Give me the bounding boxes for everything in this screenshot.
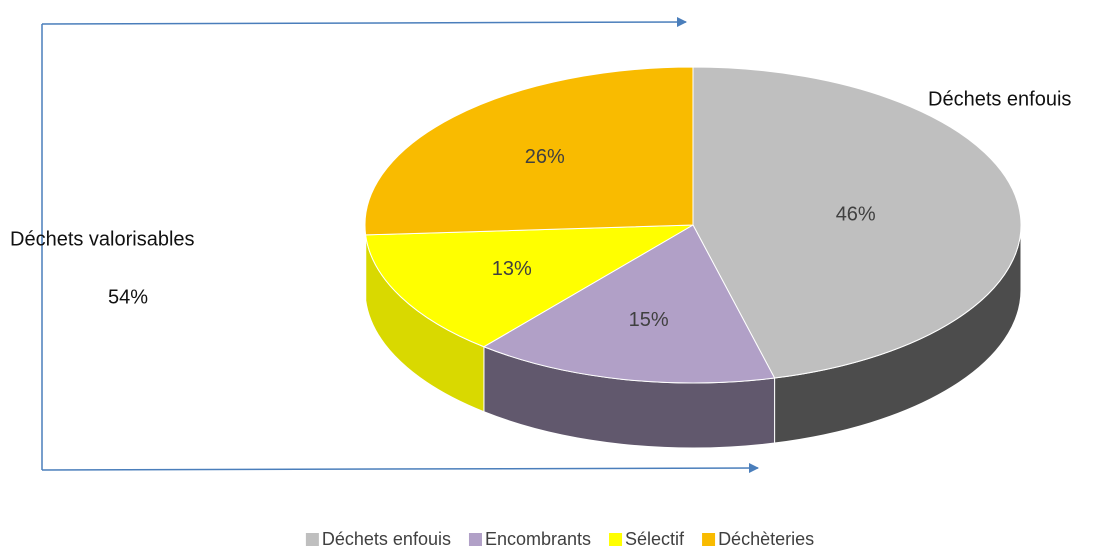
annotation: 54% (108, 286, 148, 308)
arrow (41, 463, 759, 474)
slice (482, 224, 776, 384)
legend-item: Déchèteries (702, 529, 814, 549)
legend-item: Encombrants (468, 529, 591, 549)
legend-label: Sélectif (625, 529, 685, 549)
legend-swatch (305, 533, 319, 546)
arrow (41, 17, 687, 28)
legend-item: Déchets enfouis (305, 529, 451, 549)
legend-item: Sélectif (609, 529, 685, 549)
legend-label: Déchèteries (718, 529, 814, 549)
legend-label: Déchets enfouis (322, 529, 451, 549)
annotation: Déchets valorisables (10, 228, 195, 250)
legend-swatch (609, 533, 623, 546)
slice (365, 224, 694, 348)
legend-swatch (468, 533, 482, 546)
data-label: 26% (525, 146, 565, 168)
data-label: 13% (492, 258, 532, 280)
slice (692, 66, 1022, 379)
data-label: 46% (836, 203, 876, 225)
data-label: 15% (629, 309, 669, 331)
legend: Déchets enfouis Encombrants Sélectif Déchèt… (305, 529, 814, 549)
annotation: Déchets enfouis (928, 88, 1071, 110)
slice (364, 66, 694, 236)
legend-swatch (702, 533, 716, 546)
legend-label: Encombrants (485, 529, 591, 549)
pie: 46% 15% 13% 26% (364, 66, 1022, 449)
